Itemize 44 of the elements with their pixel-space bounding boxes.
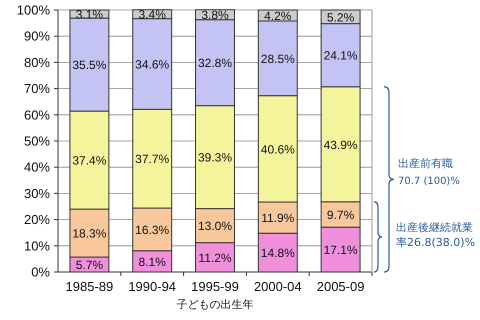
- text: 出産前有職: [398, 157, 454, 172]
- data-label: 3.8%: [201, 8, 229, 22]
- data-label: 11.9%: [261, 211, 295, 226]
- y-tick-label: 30%: [24, 186, 50, 201]
- x-axis-title: 子どもの出生年: [176, 298, 254, 311]
- y-tick-label: 100%: [16, 2, 50, 18]
- y-tick-label: 50%: [24, 134, 50, 148]
- x-tick-label: 1995-99: [191, 279, 239, 294]
- y-tick-label: 60%: [24, 107, 50, 122]
- y-tick-label: 40%: [24, 160, 50, 175]
- y-tick-label: 80%: [24, 54, 50, 70]
- data-label: 11.2%: [198, 250, 232, 265]
- x-tick-label: 1985-89: [66, 279, 114, 294]
- data-label: 40.6%: [260, 142, 296, 156]
- text: 出産後継続就業率26.8(38.0)%: [396, 220, 476, 251]
- data-label: 13.0%: [198, 219, 232, 234]
- y-tick-label: 10%: [24, 238, 50, 254]
- data-label: 24.1%: [324, 48, 358, 63]
- data-label: 5.7%: [76, 258, 104, 272]
- data-label: 28.5%: [260, 52, 296, 66]
- y-tick-label: 20%: [24, 212, 50, 228]
- data-label: 34.6%: [135, 57, 170, 72]
- text: 70.7 (100)%: [398, 175, 461, 189]
- y-tick-label: 70%: [24, 81, 50, 96]
- x-tick-label: 1990-94: [128, 279, 176, 294]
- data-label: 37.4%: [72, 154, 107, 168]
- y-tick-label: 0%: [31, 264, 50, 280]
- data-label: 37.7%: [135, 152, 170, 166]
- data-label: 35.5%: [72, 58, 107, 72]
- data-label: 43.9%: [324, 138, 358, 152]
- data-label: 39.3%: [198, 150, 232, 165]
- data-label: 18.3%: [72, 226, 107, 241]
- data-label: 4.2%: [264, 9, 292, 23]
- data-label: 32.8%: [198, 56, 232, 70]
- data-label: 5.2%: [326, 10, 355, 24]
- y-tick-label: 90%: [24, 28, 50, 44]
- x-tick-label: 2005-09: [316, 279, 364, 294]
- data-label: 8.1%: [138, 254, 166, 269]
- data-label: 16.3%: [135, 222, 170, 237]
- data-label: 14.8%: [260, 246, 296, 260]
- x-tick-label: 2000-04: [254, 279, 302, 294]
- data-label: 9.7%: [326, 208, 355, 222]
- data-label: 3.4%: [138, 8, 166, 22]
- data-label: 17.1%: [324, 243, 358, 258]
